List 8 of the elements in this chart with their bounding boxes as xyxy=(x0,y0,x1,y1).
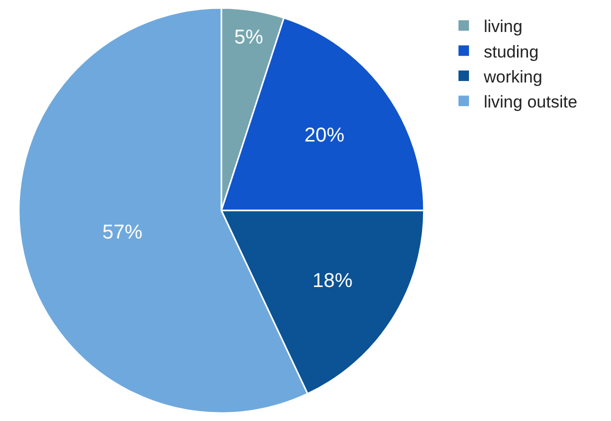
data-label: 18% xyxy=(312,270,353,292)
data-label: 57% xyxy=(102,222,143,244)
data-label: 5% xyxy=(234,26,264,49)
legend-label: working xyxy=(482,67,542,86)
legend-label: living xyxy=(484,17,522,36)
legend-label: studing xyxy=(484,42,539,62)
data-label: 20% xyxy=(304,124,345,147)
legend-label: living outsite xyxy=(484,92,578,112)
